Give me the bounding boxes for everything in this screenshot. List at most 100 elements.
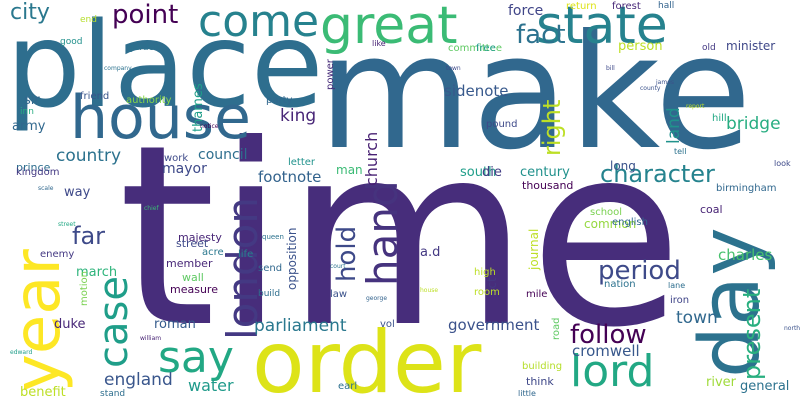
cloud-word: old	[702, 43, 716, 53]
cloud-word: way	[64, 185, 91, 200]
cloud-word: thousand	[522, 179, 574, 192]
cloud-word: county	[640, 85, 661, 92]
cloud-word: hand	[358, 180, 407, 286]
cloud-word: river	[706, 375, 736, 390]
cloud-word: report	[686, 103, 705, 110]
cloud-word: far	[72, 222, 106, 250]
cloud-word: look	[774, 159, 791, 168]
cloud-word: party	[266, 95, 293, 106]
cloud-word: building	[522, 361, 563, 372]
cloud-word: hill	[712, 113, 727, 124]
cloud-word: authority	[126, 95, 172, 106]
cloud-word: power	[325, 59, 336, 90]
cloud-word: footnote	[258, 168, 322, 186]
cloud-word: country	[56, 146, 122, 166]
cloud-word: city	[10, 0, 50, 25]
cloud-word: century	[520, 165, 570, 180]
cloud-word: army	[12, 119, 46, 134]
cloud-word: james	[656, 79, 675, 86]
cloud-word: good	[60, 37, 83, 47]
cloud-word: long	[610, 159, 636, 173]
cloud-word: time	[118, 91, 683, 382]
cloud-word: motion	[79, 270, 90, 306]
cloud-word: church	[362, 131, 381, 186]
cloud-word: forest	[612, 1, 641, 12]
cloud-word: work	[164, 153, 189, 164]
cloud-word: mayor	[162, 161, 207, 177]
cloud-word: case	[91, 276, 137, 368]
cloud-word: hall	[658, 1, 675, 11]
cloud-word: edward	[10, 349, 33, 356]
cloud-word: journal	[527, 228, 541, 270]
cloud-word: room	[474, 287, 500, 298]
cloud-word: william	[140, 335, 162, 342]
cloud-word: inn	[20, 107, 34, 117]
cloud-word: chief	[144, 205, 159, 212]
cloud-word: acre	[202, 247, 224, 258]
cloud-word: street	[58, 221, 76, 228]
cloud-word: land	[664, 107, 684, 144]
cloud-word: send	[258, 263, 283, 274]
cloud-word: place	[6, 0, 324, 134]
cloud-word: charles	[718, 246, 773, 264]
cloud-word: present	[738, 288, 766, 380]
cloud-word: pound	[486, 119, 518, 130]
cloud-word: return	[566, 1, 597, 12]
cloud-word: lane	[668, 281, 686, 290]
cloud-word: town	[446, 65, 461, 72]
cloud-word: lord	[570, 346, 655, 397]
cloud-word: george	[366, 295, 388, 302]
cloud-word: member	[166, 257, 213, 270]
cloud-word: street	[176, 237, 209, 250]
cloud-word: follow	[570, 320, 647, 350]
cloud-word: house	[420, 287, 439, 294]
cloud-word: minister	[726, 39, 776, 53]
cloud-word: iron	[670, 295, 690, 306]
cloud-word: friend	[80, 91, 110, 102]
cloud-word: vol	[380, 319, 395, 330]
cloud-word: common	[584, 217, 637, 231]
cloud-word: make	[318, 1, 752, 185]
cloud-word: sir	[24, 93, 40, 108]
cloud-word: notice	[200, 123, 219, 130]
cloud-word: south	[460, 165, 497, 180]
cloud-word: prince	[16, 161, 51, 174]
cloud-word: measure	[170, 283, 218, 296]
cloud-word: hold	[332, 225, 362, 282]
cloud-word: force	[508, 3, 544, 19]
cloud-word: queen	[262, 233, 284, 241]
cloud-word: free	[476, 43, 496, 54]
cloud-word: point	[112, 0, 179, 30]
cloud-word: school	[590, 207, 623, 218]
cloud-word: bridge	[726, 114, 781, 134]
cloud-word: fact	[516, 20, 566, 50]
cloud-word: majesty	[178, 231, 222, 244]
cloud-word: person	[618, 39, 663, 54]
cloud-word: committee	[448, 43, 503, 54]
cloud-word: come	[198, 0, 320, 47]
cloud-word: garden	[128, 43, 160, 53]
cloud-word: earl	[338, 381, 358, 392]
cloud-word: right	[538, 99, 566, 156]
cloud-word: company	[104, 65, 132, 72]
cloud-word: parliament	[254, 316, 347, 336]
cloud-word: little	[518, 389, 536, 398]
cloud-word: king	[280, 106, 317, 126]
cloud-word: a.d	[420, 245, 441, 260]
cloud-word: roman	[154, 317, 196, 332]
cloud-word: coal	[700, 203, 723, 216]
cloud-word: sidenote	[444, 82, 509, 100]
cloud-word: mile	[526, 289, 548, 300]
cloud-word: scale	[38, 185, 54, 192]
cloud-word: enemy	[40, 249, 75, 260]
cloud-word: law	[330, 289, 348, 300]
cloud-word: north	[784, 325, 800, 332]
cloud-word: wall	[182, 271, 204, 284]
cloud-word: order	[252, 313, 482, 400]
cloud-word: court	[330, 263, 346, 270]
cloud-word: duke	[54, 317, 86, 332]
cloud-word: general	[740, 379, 790, 394]
cloud-word: benefit	[20, 385, 66, 400]
cloud-word: like	[372, 39, 386, 48]
